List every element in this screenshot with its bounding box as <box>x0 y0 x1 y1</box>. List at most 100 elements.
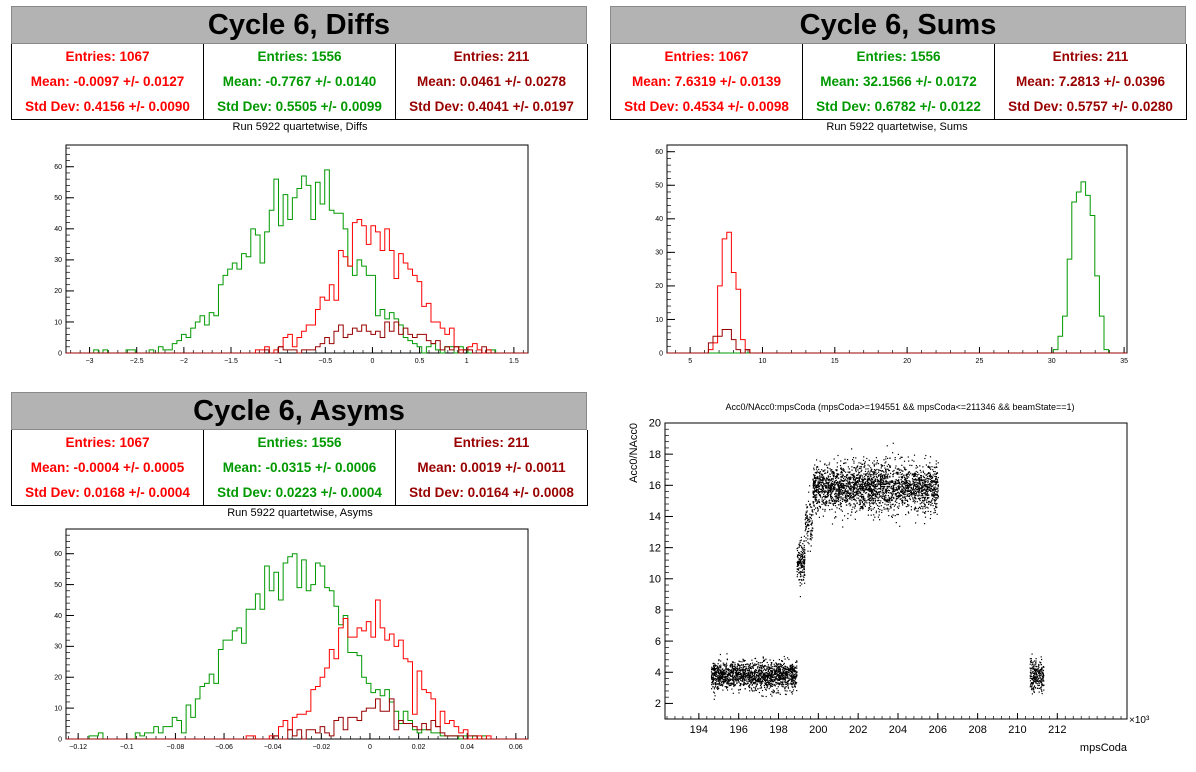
data-point <box>777 671 779 674</box>
data-point <box>778 668 780 670</box>
data-point <box>769 686 771 688</box>
data-point <box>743 680 746 682</box>
data-point <box>814 498 816 500</box>
data-point <box>827 493 829 495</box>
data-point <box>748 667 750 669</box>
data-point <box>913 485 915 487</box>
data-point <box>716 669 718 671</box>
x-tick-label: −0.5 <box>318 358 332 365</box>
data-point <box>889 475 891 477</box>
data-point <box>720 667 722 669</box>
asyms-stats-green: Entries: 1556 Mean: -0.0315 +/- 0.0006 S… <box>203 430 395 505</box>
data-point <box>778 667 780 669</box>
data-point <box>712 668 714 670</box>
data-point <box>854 476 856 478</box>
entries-label: Entries: 1556 <box>257 435 342 450</box>
data-point <box>784 686 786 688</box>
data-point <box>881 470 883 472</box>
data-point <box>788 658 790 661</box>
data-point <box>932 494 934 496</box>
data-point <box>739 674 742 676</box>
data-point <box>830 482 832 484</box>
data-point <box>903 482 906 484</box>
data-point <box>933 492 935 494</box>
x-tick-label: −0.1 <box>120 744 134 751</box>
data-point <box>935 489 937 491</box>
data-point <box>811 515 813 517</box>
data-point <box>803 568 805 570</box>
x-tick-label: 20 <box>903 358 911 365</box>
data-point <box>879 509 881 511</box>
data-point <box>883 508 885 510</box>
data-point <box>869 475 871 477</box>
data-point <box>876 504 879 507</box>
data-point <box>736 674 738 676</box>
data-point <box>845 462 847 464</box>
data-point <box>754 683 756 685</box>
data-point <box>905 478 907 481</box>
data-point <box>823 476 825 478</box>
x-tick-label: 1 <box>465 358 469 365</box>
data-point <box>894 481 896 484</box>
data-point <box>872 485 874 487</box>
data-point <box>762 673 764 675</box>
data-point <box>815 513 817 515</box>
y-tick-label: 40 <box>54 613 62 620</box>
data-point <box>778 674 780 677</box>
data-point <box>925 484 927 486</box>
data-point <box>859 477 861 479</box>
data-point <box>824 464 826 466</box>
data-point <box>861 478 863 480</box>
data-point <box>786 671 788 673</box>
data-point <box>931 477 934 479</box>
data-point <box>812 492 814 494</box>
data-point <box>825 496 827 498</box>
data-point <box>778 677 781 679</box>
data-point <box>767 672 769 674</box>
data-point <box>860 499 862 501</box>
data-point <box>856 497 858 499</box>
data-point <box>821 498 823 500</box>
data-point <box>743 669 745 671</box>
data-point <box>930 487 933 489</box>
data-point <box>815 478 817 480</box>
data-point <box>827 488 829 490</box>
data-point <box>789 678 791 680</box>
data-point <box>869 494 871 496</box>
data-point <box>739 676 742 678</box>
data-point <box>767 673 769 675</box>
data-point <box>829 485 832 487</box>
data-point <box>837 454 839 457</box>
data-point <box>929 487 931 489</box>
data-point <box>863 479 865 481</box>
data-point <box>868 485 870 487</box>
data-point <box>849 493 851 495</box>
data-point <box>792 683 794 685</box>
data-point <box>729 672 731 674</box>
data-point <box>741 664 743 666</box>
data-point <box>812 490 814 492</box>
data-point <box>869 472 871 474</box>
data-point <box>762 660 765 662</box>
data-point <box>773 669 776 671</box>
data-point <box>791 674 793 676</box>
data-point <box>881 511 883 513</box>
data-point <box>766 683 768 686</box>
data-point <box>841 482 843 485</box>
data-point <box>743 667 745 669</box>
data-point <box>761 695 763 697</box>
data-point <box>721 673 723 675</box>
data-point <box>881 465 883 467</box>
data-point <box>737 678 739 680</box>
data-point <box>742 665 744 667</box>
data-point <box>911 489 913 491</box>
data-point <box>908 490 910 492</box>
data-point <box>878 492 880 494</box>
data-point <box>911 474 913 476</box>
data-point <box>884 491 886 493</box>
data-point <box>893 509 895 511</box>
data-point <box>757 688 759 690</box>
data-point <box>826 495 828 498</box>
data-point <box>779 693 781 695</box>
data-point <box>715 679 717 681</box>
